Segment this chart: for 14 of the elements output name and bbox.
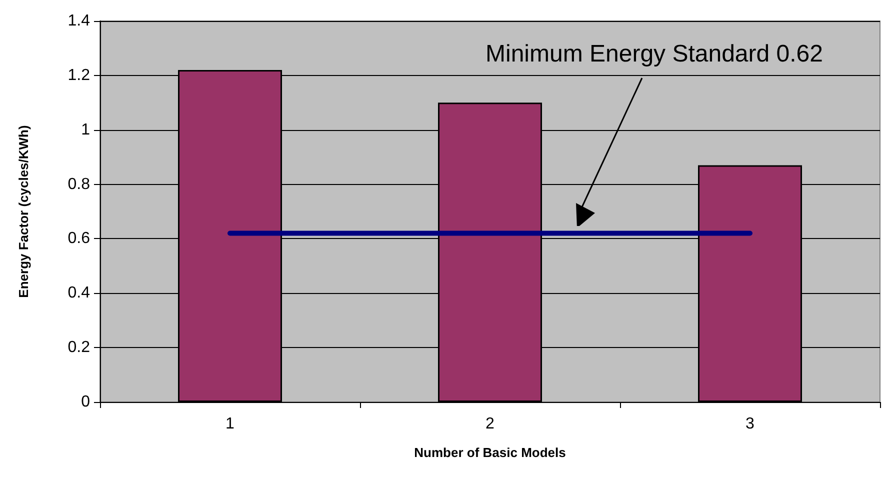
x-axis-title: Number of Basic Models (414, 445, 566, 460)
y-axis-title: Energy Factor (cycles/KWh) (16, 125, 31, 298)
annotation: Minimum Energy Standard 0.62 (486, 40, 823, 68)
y-tick-label: 1.2 (68, 66, 90, 84)
y-tick-label: 1 (81, 121, 90, 138)
y-tick-label: 0.2 (68, 339, 90, 356)
x-tick-label: 3 (746, 416, 755, 432)
x-tick-label: 2 (486, 416, 495, 432)
y-tick-label: 0 (81, 394, 90, 410)
y-tick-label: 0.4 (68, 284, 90, 302)
y-tick-label: 0.8 (68, 176, 90, 193)
x-tick-label: 1 (226, 416, 235, 432)
y-tick-label: 0.6 (68, 230, 90, 248)
y-tick-label: 1.4 (68, 12, 90, 30)
